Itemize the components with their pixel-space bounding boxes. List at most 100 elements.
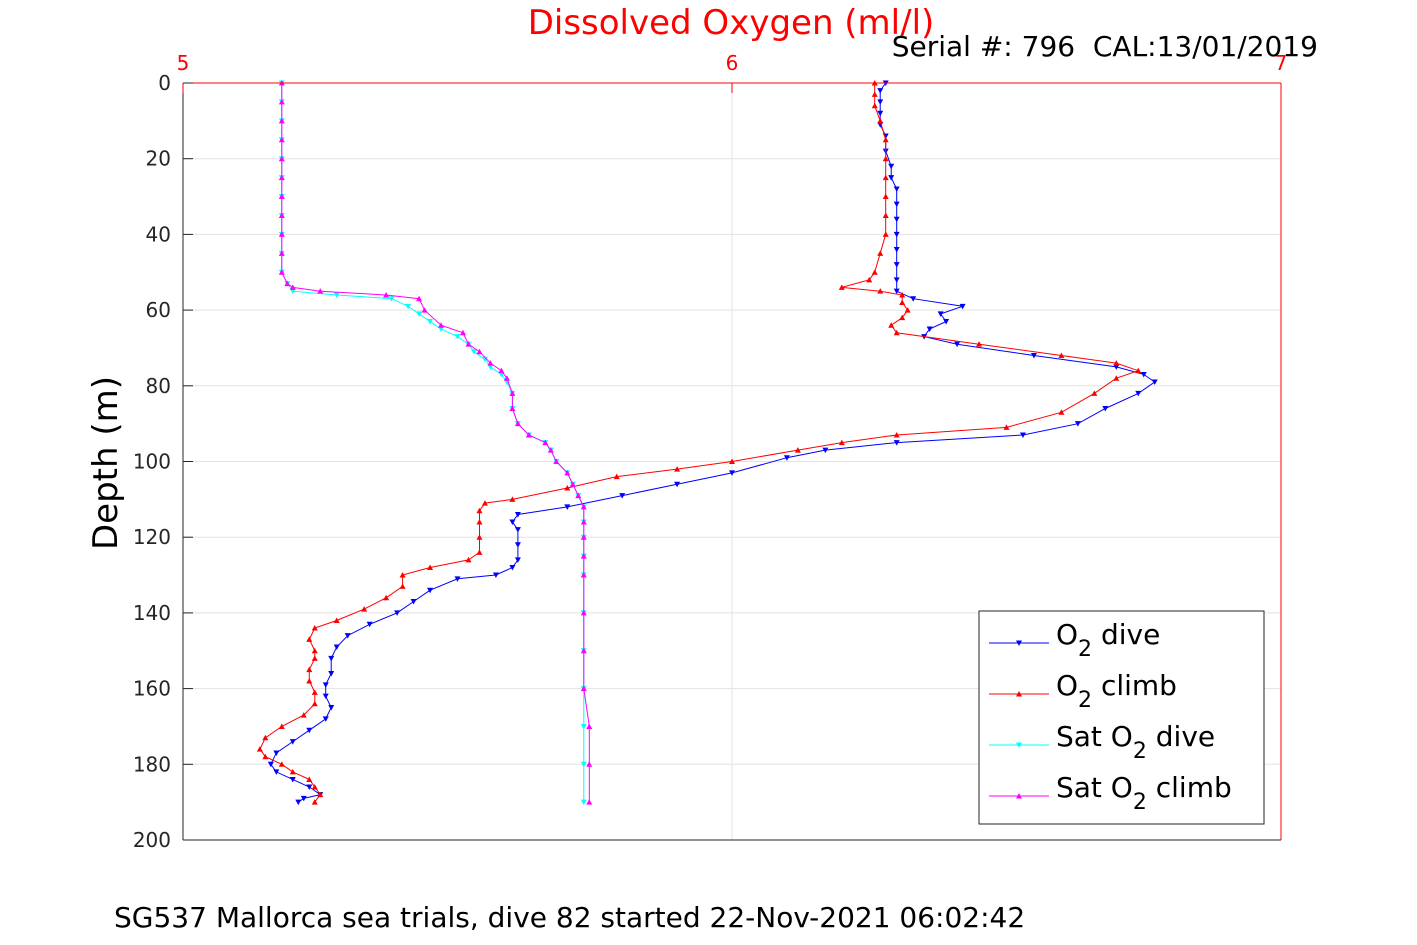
data-point [893, 432, 900, 438]
data-point [1074, 421, 1081, 427]
data-point [328, 705, 335, 711]
data-point [317, 791, 324, 798]
data-point [267, 761, 274, 768]
data-point [674, 481, 681, 488]
data-point [465, 341, 472, 347]
data-point [273, 769, 280, 775]
data-point [888, 175, 895, 181]
data-point [416, 311, 423, 317]
y-tick-label: 160 [133, 677, 171, 701]
data-point [289, 776, 296, 783]
data-point [278, 231, 285, 237]
data-point [278, 117, 285, 124]
data-point [289, 768, 296, 775]
legend-label-text: Sat O [1056, 720, 1133, 753]
data-point [289, 284, 296, 290]
data-point [509, 496, 516, 502]
data-point [405, 303, 412, 310]
data-point [619, 493, 626, 499]
data-point [580, 799, 587, 806]
data-point [306, 666, 313, 673]
data-point [580, 723, 587, 730]
data-point [882, 231, 889, 237]
data-point [306, 636, 313, 642]
legend-label-text: Sat O [1056, 771, 1133, 804]
legend-label-suffix: dive [1092, 618, 1160, 651]
data-point [877, 88, 884, 94]
legend-item: Sat O2 climb [989, 771, 1232, 815]
legend-label: O2 dive [1056, 618, 1160, 662]
y-tick-labels: 0 20 40 60 80 100 120 140 160 180 200 [133, 71, 193, 852]
chart-title: Dissolved Oxygen (ml/l) [528, 3, 935, 43]
data-point [306, 678, 313, 684]
data-point [1102, 406, 1109, 412]
data-point [284, 280, 291, 287]
legend-swatch-marker [1016, 793, 1022, 799]
data-point [937, 311, 944, 317]
data-point [333, 292, 340, 298]
data-point [498, 367, 505, 374]
data-point [580, 685, 587, 692]
data-point [328, 655, 335, 662]
legend-label: Sat O2 climb [1056, 771, 1232, 815]
grid-lines [182, 82, 1282, 841]
legend-item: O2 dive [989, 618, 1160, 662]
legend-label-subscript: 2 [1133, 790, 1147, 815]
data-point [311, 689, 318, 695]
data-point [333, 617, 340, 623]
data-point [888, 322, 895, 328]
data-point [481, 500, 488, 506]
data-point [899, 314, 906, 321]
data-point [278, 174, 285, 181]
data-point [383, 594, 390, 601]
x-tick-label: 5 [177, 51, 190, 75]
data-point [333, 644, 340, 650]
data-point [1135, 367, 1142, 374]
data-point [877, 117, 884, 124]
data-point [399, 583, 406, 589]
data-point [344, 633, 351, 639]
data-point [877, 250, 884, 256]
data-point [547, 447, 554, 453]
data-point [1113, 360, 1120, 366]
data-point [1151, 379, 1158, 386]
data-point [278, 155, 285, 162]
legend-label-text: O [1056, 669, 1078, 702]
data-point [580, 503, 587, 510]
data-point [311, 655, 318, 661]
data-point [427, 564, 434, 570]
data-point [1003, 424, 1010, 430]
y-tick-label: 180 [133, 752, 171, 776]
data-point [278, 136, 285, 143]
data-point [1058, 409, 1065, 415]
legend-item: O2 climb [989, 669, 1177, 713]
data-point [278, 269, 285, 275]
data-point [893, 231, 900, 238]
data-point [580, 534, 587, 540]
data-point [976, 341, 983, 347]
y-tick-label: 0 [158, 71, 171, 95]
data-point [503, 379, 510, 386]
data-point [877, 110, 884, 117]
data-point [262, 753, 269, 760]
data-point [487, 364, 494, 370]
data-point [476, 549, 483, 555]
data-point [575, 492, 582, 499]
data-point [427, 587, 434, 594]
data-point [410, 599, 417, 605]
data-point [454, 334, 461, 340]
data-point [278, 98, 285, 105]
data-point [904, 307, 911, 313]
data-point [893, 288, 900, 295]
data-point [926, 326, 933, 333]
data-point [877, 99, 884, 105]
data-point [438, 326, 445, 333]
data-point [322, 682, 329, 688]
data-point [394, 610, 401, 616]
data-point [580, 553, 587, 559]
data-point [882, 174, 889, 181]
data-point [509, 405, 516, 412]
data-point [438, 322, 445, 328]
